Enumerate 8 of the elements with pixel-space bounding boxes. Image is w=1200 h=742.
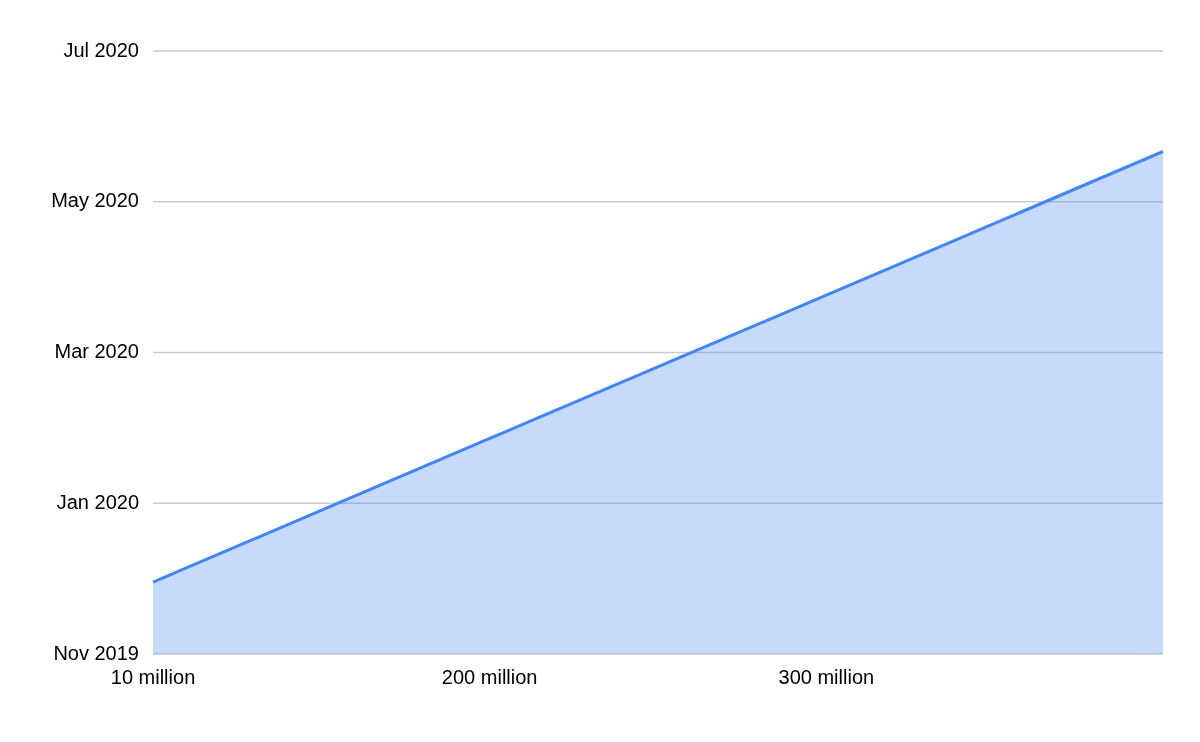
text: Jul 2020 [63, 38, 139, 61]
x-tick-label: 300 million [778, 665, 875, 688]
x-tick-label: 200 million [441, 665, 538, 688]
text: May 2020 [51, 189, 139, 212]
text: Nov 2019 [53, 641, 139, 664]
text: Mar 2020 [54, 340, 139, 363]
text: Jan 2020 [56, 490, 139, 513]
x-tick-label: 10 million [110, 665, 196, 688]
